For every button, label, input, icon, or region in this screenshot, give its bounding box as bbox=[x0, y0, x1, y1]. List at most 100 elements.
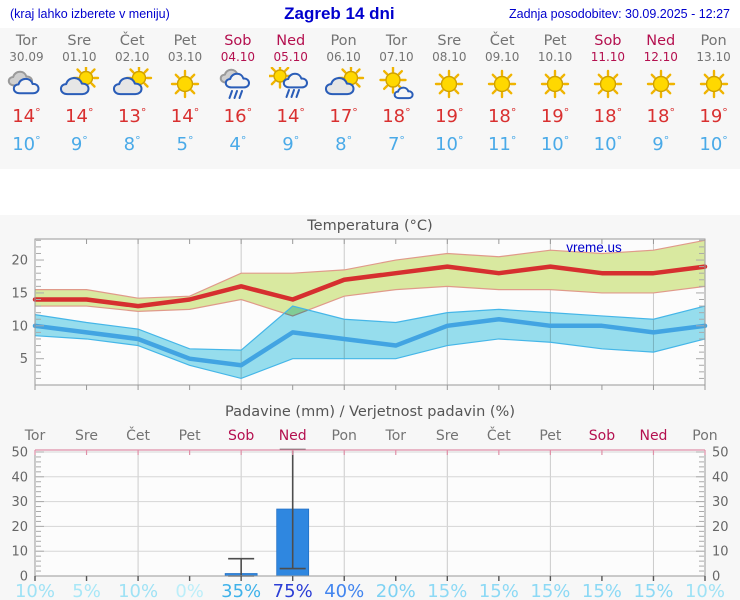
y-axis-label: 5 bbox=[20, 352, 28, 367]
min-range-band-lower-edge bbox=[34, 335, 706, 380]
day-name: Čet bbox=[489, 33, 515, 49]
sunny-icon bbox=[540, 69, 570, 99]
degree-symbol: ° bbox=[663, 134, 670, 147]
max-temperature: 14° bbox=[264, 106, 317, 130]
min-temperature-value: 11 bbox=[487, 134, 511, 155]
min-temperature-value: 7 bbox=[387, 134, 400, 155]
day-column: Tor 30.09 14° 10° bbox=[0, 28, 53, 169]
min-temperature: 10° bbox=[687, 134, 740, 158]
sunny-icon bbox=[699, 69, 728, 99]
degree-symbol: ° bbox=[669, 106, 675, 119]
precip-day-label: Ned bbox=[639, 428, 667, 444]
weather-icon-cell bbox=[264, 63, 317, 105]
day-name: Sre bbox=[437, 33, 462, 49]
sun-ray bbox=[340, 68, 347, 74]
day-date: 13.10 bbox=[696, 50, 731, 64]
weather-icon-cell bbox=[53, 64, 106, 105]
sun-ray bbox=[355, 68, 361, 74]
degree-symbol: ° bbox=[135, 134, 141, 147]
sunny-icon bbox=[593, 69, 623, 99]
sun-disc bbox=[546, 75, 564, 93]
min-temperature: 10° bbox=[0, 134, 53, 158]
last-update: Zadnja posodobitev: 30.09.2025 - 12:27 bbox=[508, 7, 730, 21]
degree-symbol: ° bbox=[458, 134, 464, 147]
chart-title: Padavine (mm) / Verjetnost padavin (%) bbox=[225, 404, 515, 420]
day-column: Ned 05.10 14° 9° bbox=[264, 28, 317, 169]
page-header: (kraj lahko izberete v meniju) Zagreb 14… bbox=[0, 0, 740, 28]
sun-ray bbox=[454, 73, 460, 79]
weather-icon-cell bbox=[423, 67, 476, 105]
degree-symbol: ° bbox=[616, 106, 623, 119]
day-date: 04.10 bbox=[220, 50, 256, 64]
min-temperature: 7° bbox=[370, 134, 423, 158]
max-temperature-value: 14 bbox=[12, 106, 36, 127]
cloud-shape bbox=[13, 77, 40, 95]
degree-symbol: ° bbox=[405, 106, 411, 119]
weather-icon-cell bbox=[317, 64, 370, 105]
sun-ray bbox=[90, 82, 96, 88]
sun-disc bbox=[705, 75, 722, 93]
max-temperature-value: 14 bbox=[65, 106, 88, 127]
min-temperature-value: 4 bbox=[229, 134, 241, 155]
min-temperature-value: 10 bbox=[593, 134, 617, 155]
degree-symbol: ° bbox=[87, 106, 94, 119]
max-temperature-value: 18 bbox=[382, 106, 406, 127]
precip-probability: 75% bbox=[273, 581, 313, 600]
sun-shape bbox=[435, 69, 464, 99]
partly-cloudy-icon bbox=[113, 64, 153, 96]
sun-ray bbox=[703, 73, 709, 79]
weather-icon-cell bbox=[634, 67, 687, 105]
sun-ray bbox=[507, 73, 513, 79]
y-axis-label: 15 bbox=[11, 286, 28, 301]
min-temperature: 9° bbox=[634, 134, 687, 158]
precip-day-label: Sob bbox=[589, 428, 615, 444]
y-axis-label-right: 40 bbox=[712, 470, 729, 485]
weather-icon-cell bbox=[106, 64, 159, 105]
plot-background bbox=[35, 450, 705, 576]
precip-probability: 15% bbox=[427, 581, 467, 600]
degree-symbol: ° bbox=[510, 134, 517, 147]
day-date: 02.10 bbox=[114, 50, 150, 64]
y-axis-label-left: 40 bbox=[11, 470, 28, 485]
day-date: 09.10 bbox=[484, 50, 520, 64]
rain-drop bbox=[233, 90, 238, 99]
precip-day-label: Sre bbox=[75, 428, 98, 444]
plot-border bbox=[34, 238, 706, 386]
precip-day-label: Sre bbox=[436, 428, 459, 444]
sun-shape bbox=[699, 69, 728, 99]
temperature-chart: 5 10 15 20 Temperatura (°C) vreme.us bbox=[11, 218, 708, 390]
y-axis-label-right: 20 bbox=[712, 520, 729, 535]
max-temperature: 18° bbox=[581, 106, 634, 130]
sun-shape bbox=[487, 69, 517, 99]
min-temperature-value: 5 bbox=[176, 134, 188, 155]
precip-probability: 40% bbox=[324, 581, 364, 600]
sun-shape bbox=[170, 69, 200, 99]
sun-ray bbox=[174, 89, 180, 95]
degree-symbol: ° bbox=[722, 106, 728, 119]
sun-ray bbox=[597, 73, 603, 79]
precip-day-label: Pet bbox=[179, 428, 202, 444]
day-column: Pet 10.10 19° 10° bbox=[529, 28, 582, 169]
weather-icon-cell bbox=[581, 67, 634, 105]
sun-ray bbox=[383, 69, 389, 76]
min-temperature: 5° bbox=[159, 134, 212, 158]
sunny-icon bbox=[170, 69, 200, 99]
min-temperature-value: 8 bbox=[123, 134, 136, 155]
precip-probability: 10% bbox=[15, 581, 55, 600]
charts-panel: 5 10 15 20 Temperatura (°C) vreme.us 0 0 10 10 20… bbox=[0, 215, 740, 600]
degree-symbol: ° bbox=[399, 134, 405, 147]
sun-ray bbox=[438, 73, 445, 79]
sun-ray bbox=[507, 89, 513, 95]
day-name: Pet bbox=[543, 33, 567, 49]
sun-ray bbox=[283, 66, 290, 72]
day-column: Tor 07.10 18° 7° bbox=[370, 28, 423, 169]
day-date: 05.10 bbox=[273, 50, 308, 64]
sun-ray bbox=[665, 73, 672, 79]
degree-symbol: ° bbox=[563, 134, 570, 147]
min-temperature-value: 9 bbox=[282, 134, 294, 155]
degree-symbol: ° bbox=[510, 106, 517, 119]
mostly-sunny-icon bbox=[379, 66, 415, 100]
sun-ray bbox=[544, 89, 550, 95]
